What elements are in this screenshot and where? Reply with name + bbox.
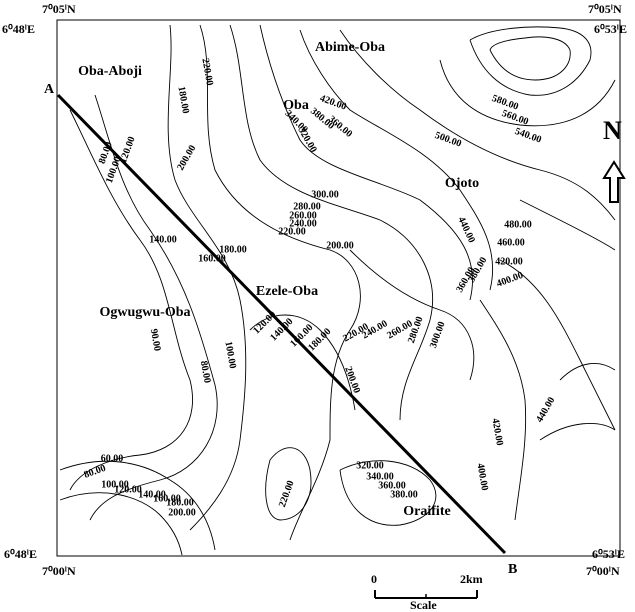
- scale-title: Scale: [410, 598, 437, 612]
- contour-label: 460.00: [497, 237, 525, 248]
- place-name: Ezele-Oba: [256, 284, 318, 299]
- place-name: Ogwugwu-Oba: [99, 305, 190, 320]
- place-name: Oba-Aboji: [78, 64, 142, 79]
- scale-start: 0: [371, 572, 377, 586]
- corner-label: 7⁰05ˡN: [588, 2, 622, 16]
- contour-label: 60.00: [101, 453, 124, 464]
- north-label: N: [603, 116, 622, 145]
- corner-label: 7⁰05ˡN: [42, 2, 76, 16]
- scale-end: 2km: [460, 572, 483, 586]
- contour-label: 200.00: [326, 240, 354, 251]
- contour-label: 480.00: [504, 219, 532, 230]
- contour-label: 300.00: [311, 189, 339, 200]
- profile-end: B: [508, 562, 517, 577]
- place-name: Oraifite: [403, 504, 450, 519]
- scale-bar: 0 2km Scale: [371, 572, 483, 612]
- corner-label: 6⁰53ˡE: [594, 22, 627, 36]
- place-name: Abime-Oba: [315, 40, 385, 55]
- contour-label: 140.00: [149, 234, 177, 245]
- contour-label: 380.00: [390, 489, 418, 500]
- profile-start: A: [44, 82, 55, 97]
- contour-label: 200.00: [168, 507, 196, 518]
- corner-label: 6⁰48ˡE: [4, 547, 37, 561]
- contour-label: 420.00: [495, 256, 523, 267]
- corner-label: 6⁰53ˡE: [592, 547, 625, 561]
- contour-label: 220.00: [278, 226, 306, 237]
- contour-label: 160.00: [198, 253, 226, 264]
- corner-label: 7⁰00ˡN: [586, 564, 620, 578]
- corner-label: 7⁰00ˡN: [42, 564, 76, 578]
- corner-label: 6⁰48ˡE: [2, 22, 35, 36]
- contour-label: 320.00: [356, 460, 384, 471]
- place-name: Ojoto: [445, 176, 479, 191]
- contour-map: A B 7⁰05ˡN 6⁰48ˡE 7⁰05ˡN 6⁰53ˡE 6⁰48ˡE 7…: [0, 0, 635, 612]
